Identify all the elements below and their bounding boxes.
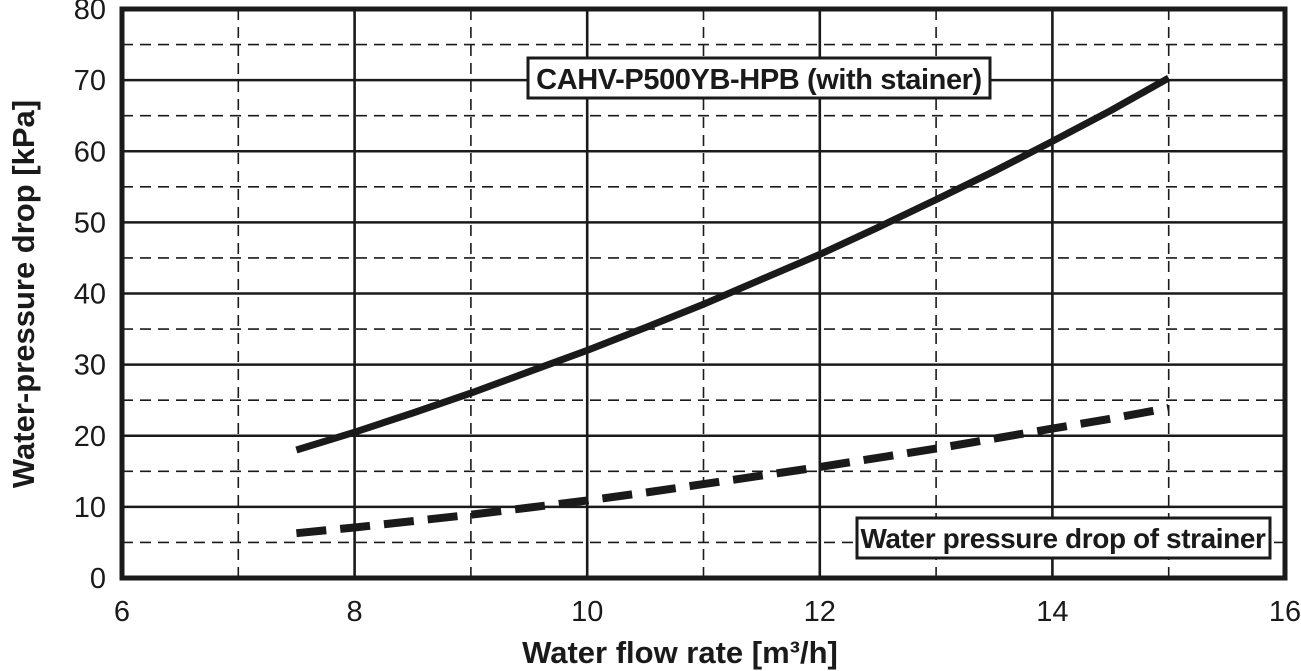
y-tick-label: 50 [74, 207, 106, 239]
y-tick-label: 60 [74, 136, 106, 168]
plot-border [119, 6, 1288, 581]
series2-label-frame [855, 516, 1272, 560]
series2-label-box: Water pressure drop of strainer [855, 516, 1272, 560]
x-tick-label: 12 [804, 596, 836, 628]
x-tick-label: 6 [114, 596, 130, 628]
series1-label-box: CAHV-P500YB-HPB (with stainer) [526, 56, 992, 100]
series2-curve [296, 404, 1170, 538]
x-axis-title: Water flow rate [m³/h] [522, 635, 838, 670]
y-tick-label: 10 [74, 492, 106, 524]
series2-label: Water pressure drop of strainer [860, 523, 1266, 554]
x-tick-label: 10 [571, 596, 603, 628]
x-tick-label: 16 [1269, 596, 1301, 628]
y-axis-title: Water-pressure drop [kPa] [6, 100, 41, 488]
y-tick-label: 80 [74, 0, 106, 26]
tick-labels: 6 8 10 12 14 16 0 10 20 30 40 50 60 70 80 [74, 0, 1301, 628]
series1-label-frame [526, 56, 992, 100]
y-tick-label: 0 [90, 563, 106, 595]
minor-gridlines [122, 9, 1285, 578]
series1-label: CAHV-P500YB-HPB (with stainer) [536, 64, 982, 96]
x-tick-label: 14 [1036, 596, 1068, 628]
y-tick-label: 40 [74, 279, 106, 311]
y-tick-label: 20 [74, 421, 106, 453]
data-curves [295, 74, 1171, 538]
y-tick-label: 30 [74, 350, 106, 382]
x-tick-label: 8 [347, 596, 363, 628]
plot-frame [119, 6, 1288, 581]
y-tick-label: 70 [74, 65, 106, 97]
series1-curve [295, 74, 1171, 454]
